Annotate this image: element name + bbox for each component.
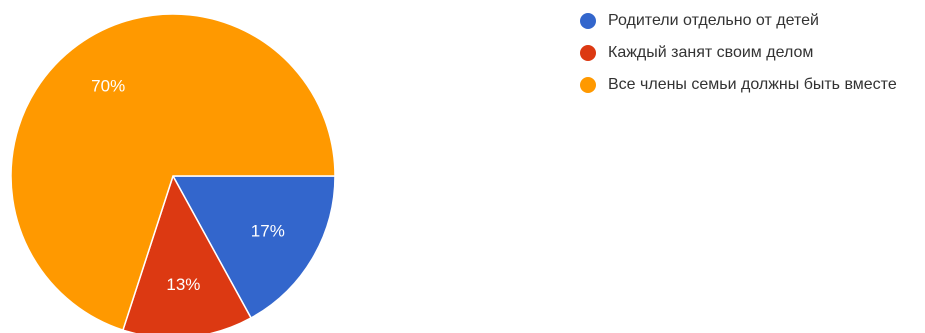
legend-color-dot bbox=[580, 45, 596, 61]
chart-legend: Родители отдельно от детей Каждый занят … bbox=[580, 10, 920, 106]
legend-color-dot bbox=[580, 13, 596, 29]
legend-item: Каждый занят своим делом bbox=[580, 42, 920, 64]
legend-label: Родители отдельно от детей bbox=[608, 12, 819, 29]
legend-item: Все члены семьи должны быть вместе bbox=[580, 74, 920, 96]
legend-color-dot bbox=[580, 77, 596, 93]
pie-slice bbox=[10, 13, 336, 332]
slice-percent-label: 70% bbox=[91, 76, 125, 95]
slice-percent-label: 13% bbox=[166, 275, 200, 294]
slice-percent-label: 17% bbox=[251, 222, 285, 241]
pie-slice bbox=[171, 175, 336, 319]
pie-slice bbox=[121, 174, 253, 333]
legend-label: Каждый занят своим делом bbox=[608, 44, 814, 61]
legend-item: Родители отдельно от детей bbox=[580, 10, 920, 32]
legend-label: Все члены семьи должны быть вместе bbox=[608, 76, 897, 93]
